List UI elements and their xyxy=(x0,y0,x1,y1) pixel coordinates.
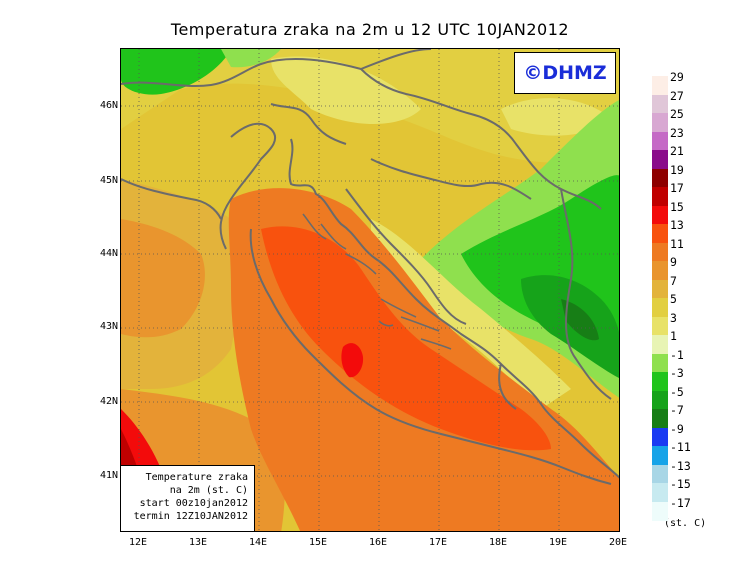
coast-italy-east xyxy=(249,228,612,485)
legend-swatch xyxy=(652,113,668,132)
lat-label: 41N xyxy=(99,470,118,481)
field-minus1-nw xyxy=(221,49,281,68)
lat-label: 43N xyxy=(99,321,118,332)
legend-label: -3 xyxy=(670,366,684,380)
legend-label: 5 xyxy=(670,292,677,306)
legend-label: -15 xyxy=(670,477,691,491)
map-canvas xyxy=(121,49,619,531)
legend-label: 21 xyxy=(670,144,684,158)
lat-label: 46N xyxy=(99,100,118,111)
field-minus7-east xyxy=(561,299,599,341)
islands xyxy=(302,213,452,350)
legend-label: -17 xyxy=(670,495,691,510)
border-slovenia xyxy=(270,103,347,145)
field-minus5-east xyxy=(521,275,619,378)
lon-label: 12E xyxy=(128,537,148,548)
lon-label: 19E xyxy=(548,537,568,548)
lat-label: 45N xyxy=(99,175,118,186)
legend-label: -13 xyxy=(670,458,691,473)
field-3-slovenia xyxy=(271,56,421,124)
field-15-adriatic xyxy=(341,343,364,378)
legend-label: -7 xyxy=(670,403,684,417)
legend-label: 9 xyxy=(670,255,677,269)
lon-label: 17E xyxy=(428,537,448,548)
border-serbia xyxy=(560,188,612,400)
map-title: Temperatura zraka na 2m u 12 UTC 10JAN20… xyxy=(170,20,570,39)
legend-label: 3 xyxy=(670,310,677,325)
legend-swatch xyxy=(652,131,668,151)
legend-label: -1 xyxy=(670,347,684,362)
legend-label: -11 xyxy=(670,440,691,454)
legend-swatch xyxy=(652,224,668,243)
legend-label: 15 xyxy=(670,199,684,214)
lon-label: 16E xyxy=(368,537,388,548)
temperature-map xyxy=(120,48,620,532)
legend-swatch xyxy=(652,94,668,114)
info-line-2: na 2m (st. C) xyxy=(169,485,248,496)
lon-label: 18E xyxy=(488,537,508,548)
field-3-dinarides xyxy=(371,219,571,409)
legend-swatch xyxy=(652,205,668,225)
field-13-adriatic xyxy=(261,226,551,451)
legend-swatch xyxy=(652,279,668,299)
dhmz-logo: ©DHMZ xyxy=(514,52,616,94)
legend-label: 23 xyxy=(670,125,684,140)
border-montenegro xyxy=(498,363,517,410)
legend-swatch xyxy=(652,372,668,391)
lon-label: 13E xyxy=(188,537,208,548)
legend-label: 19 xyxy=(670,162,684,177)
legend-label: 11 xyxy=(670,236,684,251)
coast-venice xyxy=(219,122,277,250)
legend-swatch xyxy=(652,427,668,447)
legend-label: 29 xyxy=(670,70,684,84)
legend-swatch xyxy=(652,298,668,317)
legend-swatch xyxy=(652,353,668,373)
field-9-italy xyxy=(121,219,205,338)
legend-swatch xyxy=(652,150,668,169)
coast-dalmatia xyxy=(288,138,619,479)
legend-label: 13 xyxy=(670,218,684,232)
coast-italy-north xyxy=(121,178,222,220)
legend-swatch xyxy=(652,390,668,410)
legend-label: 7 xyxy=(670,273,677,288)
graticule xyxy=(121,49,619,531)
lat-label: 42N xyxy=(99,396,118,407)
border-bosnia-north xyxy=(370,158,532,200)
legend-swatch xyxy=(652,483,668,502)
legend-swatch xyxy=(652,464,668,484)
lon-label: 15E xyxy=(308,537,328,548)
border-north xyxy=(121,49,432,87)
legend-swatch xyxy=(652,446,668,465)
coastlines-borders xyxy=(121,49,619,485)
info-box: Temperature zraka na 2m (st. C) start 00… xyxy=(120,465,255,532)
legend-swatch xyxy=(652,187,668,206)
legend-swatch xyxy=(652,335,668,354)
legend-swatch xyxy=(652,261,668,280)
info-line-3: start 00z10jan2012 xyxy=(139,498,248,509)
legend-label: 17 xyxy=(670,181,684,195)
lon-label: 14E xyxy=(248,537,268,548)
legend-label: 1 xyxy=(670,329,677,343)
legend-swatch xyxy=(652,76,668,95)
legend-swatch xyxy=(652,242,668,262)
border-croatia-hungary xyxy=(360,68,602,210)
legend-swatch xyxy=(652,409,668,428)
legend-swatch xyxy=(652,501,668,521)
info-line-1: Temperature zraka xyxy=(145,472,248,483)
legend-unit: (st. C) xyxy=(664,518,707,529)
legend-label: -9 xyxy=(670,421,684,436)
border-bosnia-west xyxy=(345,188,467,325)
lat-label: 44N xyxy=(99,248,118,259)
legend-swatch xyxy=(652,316,668,336)
legend-swatch xyxy=(652,168,668,188)
legend-label: -5 xyxy=(670,384,684,399)
lon-label: 20E xyxy=(608,537,628,548)
info-line-4: termin 12Z10JAN2012 xyxy=(133,511,248,522)
legend-label: 25 xyxy=(670,107,684,121)
field-3-north-east xyxy=(501,98,611,136)
legend-label: 27 xyxy=(670,88,684,103)
